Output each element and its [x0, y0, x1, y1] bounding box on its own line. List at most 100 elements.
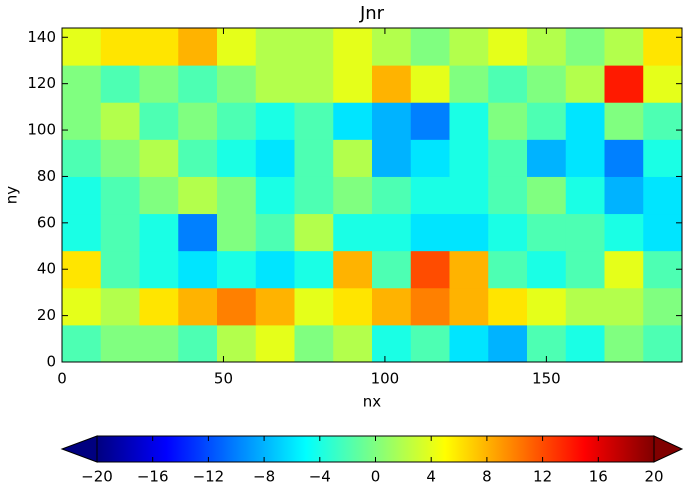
- heat-cell: [604, 176, 644, 215]
- heat-cell: [217, 139, 257, 177]
- heat-cell: [100, 65, 140, 103]
- heat-cell: [372, 324, 412, 363]
- heat-cell: [527, 176, 567, 215]
- heat-cell: [294, 176, 334, 215]
- y-tick-label: 0: [46, 353, 56, 371]
- heat-cell: [372, 102, 412, 140]
- heat-cell: [294, 102, 334, 140]
- heat-cell: [643, 139, 683, 177]
- heat-cell: [643, 102, 683, 140]
- heat-cell: [178, 324, 218, 363]
- colorbar-tick-label: 16: [589, 468, 608, 486]
- heat-cell: [410, 324, 450, 363]
- heat-cell: [449, 250, 489, 289]
- heat-cell: [604, 287, 644, 326]
- heat-cell: [333, 250, 373, 289]
- heat-cell: [255, 250, 295, 289]
- heat-cell: [410, 250, 450, 289]
- heat-cell: [217, 287, 257, 326]
- heat-cell: [333, 28, 373, 66]
- heat-cell: [372, 250, 412, 289]
- heat-cell: [449, 176, 489, 215]
- heat-cell: [294, 250, 334, 289]
- colorbar-tick-label: −12: [193, 468, 225, 486]
- colorbar-tick-label: −16: [137, 468, 169, 486]
- heat-cell: [372, 139, 412, 177]
- heat-cell: [62, 176, 102, 215]
- heat-cell: [217, 102, 257, 140]
- heat-cell: [604, 324, 644, 363]
- heat-cell: [178, 176, 218, 215]
- heat-cell: [139, 102, 179, 140]
- heat-cell: [410, 139, 450, 177]
- heat-cell: [372, 28, 412, 66]
- heat-cell: [604, 213, 644, 252]
- colorbar-tick-label: 12: [533, 468, 552, 486]
- heat-cell: [178, 139, 218, 177]
- heat-cell: [449, 65, 489, 103]
- heat-cell: [178, 102, 218, 140]
- heat-cell: [565, 213, 605, 252]
- heat-cell: [294, 287, 334, 326]
- heat-cell: [604, 28, 644, 66]
- colorbar-tick-label: 4: [426, 468, 436, 486]
- heat-cell: [178, 65, 218, 103]
- heat-cell: [294, 28, 334, 66]
- heat-cell: [527, 213, 567, 252]
- heat-cell: [139, 324, 179, 363]
- colorbar-tick-label: 0: [371, 468, 381, 486]
- y-tick-label: 40: [37, 260, 56, 278]
- heat-cell: [643, 213, 683, 252]
- heat-cell: [565, 176, 605, 215]
- heat-cell: [410, 176, 450, 215]
- heat-cell: [139, 250, 179, 289]
- heat-cell: [217, 28, 257, 66]
- heat-cell: [333, 139, 373, 177]
- heat-cell: [178, 287, 218, 326]
- heat-cell: [410, 213, 450, 252]
- heat-cell: [488, 324, 528, 363]
- heat-cell: [449, 287, 489, 326]
- heat-cell: [255, 28, 295, 66]
- heat-cell: [100, 139, 140, 177]
- heat-cell: [139, 65, 179, 103]
- heat-cell: [100, 28, 140, 66]
- plot-frame: [61, 27, 683, 363]
- heat-cell: [217, 176, 257, 215]
- heat-cell: [62, 324, 102, 363]
- heat-cell: [604, 139, 644, 177]
- colorbar-extend-low: [60, 435, 98, 463]
- heat-cell: [488, 176, 528, 215]
- heat-cell: [100, 213, 140, 252]
- x-tick-label: 150: [532, 370, 561, 388]
- heat-cell: [527, 250, 567, 289]
- heat-cell: [527, 65, 567, 103]
- heat-cell: [410, 65, 450, 103]
- heat-cell: [294, 65, 334, 103]
- heat-cell: [62, 102, 102, 140]
- heat-cell: [139, 139, 179, 177]
- heat-cell: [565, 28, 605, 66]
- heat-cell: [488, 213, 528, 252]
- heat-cell: [255, 176, 295, 215]
- heat-cell: [294, 139, 334, 177]
- heat-cell: [372, 213, 412, 252]
- heat-cell: [410, 28, 450, 66]
- heat-cell: [643, 65, 683, 103]
- heat-cell: [255, 213, 295, 252]
- heat-cell: [294, 213, 334, 252]
- heat-cell: [333, 102, 373, 140]
- heat-cell: [139, 176, 179, 215]
- x-axis-label: nx: [363, 393, 382, 411]
- heat-cell: [62, 139, 102, 177]
- heat-cell: [333, 65, 373, 103]
- heat-cell: [604, 250, 644, 289]
- heat-cell: [643, 250, 683, 289]
- heat-cell: [449, 324, 489, 363]
- heat-cell: [139, 287, 179, 326]
- heat-cell: [527, 139, 567, 177]
- heat-cell: [255, 287, 295, 326]
- heat-cell: [333, 176, 373, 215]
- heat-cell: [565, 250, 605, 289]
